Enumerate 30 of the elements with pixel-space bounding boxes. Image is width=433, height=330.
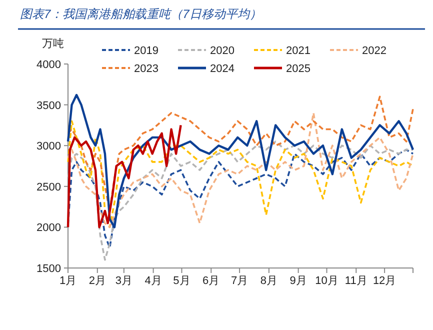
x-tick-label: 3月 — [115, 275, 132, 287]
x-tick-label: 5月 — [173, 275, 190, 287]
y-tick-label: 2000 — [36, 222, 61, 234]
y-tick-label: 1500 — [36, 263, 61, 275]
legend-label: 2022 — [362, 45, 386, 57]
y-tick-label: 2500 — [36, 181, 61, 194]
x-tick-label: 8月 — [260, 275, 278, 287]
legend-label: 2020 — [210, 45, 234, 57]
legend-label: 2021 — [286, 45, 310, 57]
x-tick-label: 4月 — [144, 275, 162, 287]
y-tick-label: 3500 — [36, 100, 61, 112]
legend-label: 2023 — [134, 63, 158, 75]
x-tick-label: 10月 — [315, 275, 338, 287]
x-tick-label: 12月 — [372, 275, 396, 287]
y-tick-label: 4000 — [36, 59, 61, 71]
x-tick-label: 11月 — [344, 275, 368, 287]
legend-label: 2024 — [210, 63, 234, 75]
legend-label: 2019 — [134, 45, 158, 57]
line-series — [67, 148, 414, 248]
x-tick-label: 7月 — [230, 275, 248, 287]
y-axis-title: 万吨 — [42, 37, 64, 50]
x-tick-label: 9月 — [290, 275, 307, 287]
x-tick-label: 2月 — [88, 275, 106, 287]
y-tick-label: 3000 — [36, 140, 61, 153]
chart-title: 图表7：我国离港船舶载重吨（7日移动平均） — [20, 7, 262, 21]
line-series — [66, 124, 182, 228]
x-tick-label: 6月 — [202, 275, 220, 287]
legend-label: 2025 — [286, 63, 310, 75]
x-tick-label: 1月 — [59, 275, 77, 287]
line-series — [67, 140, 414, 261]
